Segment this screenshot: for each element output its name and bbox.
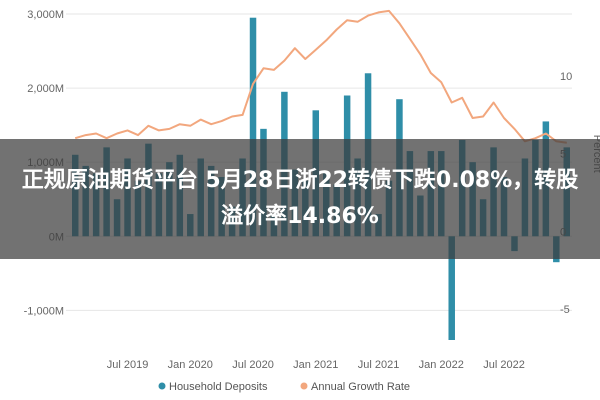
bar-household-deposits	[249, 17, 257, 237]
x-tick-label: Jan 2022	[419, 359, 464, 371]
x-tick-label: Jul 2022	[483, 359, 525, 371]
left-tick-label: -1,000M	[24, 305, 64, 317]
line-annual-growth-rate-path	[74, 9, 567, 144]
legend-swatch	[158, 382, 166, 390]
x-tick-label: Jul 2019	[107, 359, 149, 371]
left-tick-label: 3,000M	[27, 9, 64, 21]
x-tick-label: Jul 2021	[358, 359, 400, 371]
bar-household-deposits	[448, 236, 455, 340]
x-tick-label: Jan 2021	[293, 359, 338, 371]
right-tick-label: -5	[560, 304, 570, 316]
legend: Household Deposits Annual Growth Rate	[158, 381, 410, 393]
headline-overlay: 正规原油期货平台 5月28日浙22转债下跌0.08%，转股溢价率14.86%	[0, 139, 600, 259]
x-axis-ticks: Jul 2019 Jan 2020 Jul 2020 Jan 2021 Jul 2021…	[107, 359, 525, 371]
x-tick-label: Jan 2020	[168, 359, 213, 371]
x-tick-label: Jul 2020	[232, 359, 274, 371]
legend-label: Household Deposits	[169, 381, 268, 393]
legend-label: Annual Growth Rate	[311, 381, 410, 393]
right-tick-label: 10	[560, 71, 572, 83]
headline-text: 正规原油期货平台 5月28日浙22转债下跌0.08%，转股溢价率14.86%	[21, 168, 579, 229]
left-tick-label: 2,000M	[27, 83, 64, 95]
legend-swatch	[300, 382, 308, 390]
line-annual-growth-rate	[74, 9, 567, 144]
